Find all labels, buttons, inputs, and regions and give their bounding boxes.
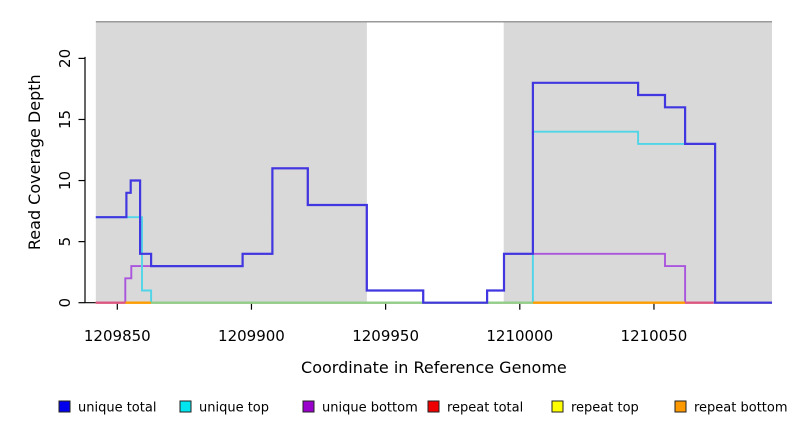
legend-label: repeat total: [447, 401, 523, 416]
legend-swatch-unique-total: [58, 400, 71, 413]
x-tick-label: 1210050: [621, 327, 688, 345]
legend-swatch-repeat-bottom: [674, 400, 687, 413]
y-tick-label: 15: [56, 110, 74, 129]
x-axis-title: Coordinate in Reference Genome: [301, 358, 567, 377]
legend-swatch-repeat-total: [427, 400, 440, 413]
legend-label: unique bottom: [322, 401, 418, 416]
legend-label: unique top: [199, 401, 269, 416]
shaded-region: [95, 22, 367, 303]
y-axis-title: Read Coverage Depth: [25, 74, 44, 250]
shaded-region: [503, 22, 773, 303]
legend-swatch-unique-bottom: [302, 400, 315, 413]
x-tick-label: 1209900: [218, 327, 285, 345]
legend-swatch-unique-top: [179, 400, 192, 413]
y-tick-label: 20: [56, 49, 74, 68]
y-tick-label: 5: [56, 237, 74, 247]
legend-label: repeat bottom: [694, 401, 788, 416]
legend-swatch-repeat-top: [551, 400, 564, 413]
y-tick-label: 10: [56, 171, 74, 190]
x-tick-label: 1209950: [352, 327, 419, 345]
legend-label: repeat top: [571, 401, 639, 416]
x-tick-label: 1210000: [486, 327, 553, 345]
legend-label: unique total: [78, 401, 156, 416]
x-tick-label: 1209850: [84, 327, 151, 345]
y-tick-label: 0: [56, 298, 74, 308]
line-unique-total: [95, 81, 772, 304]
